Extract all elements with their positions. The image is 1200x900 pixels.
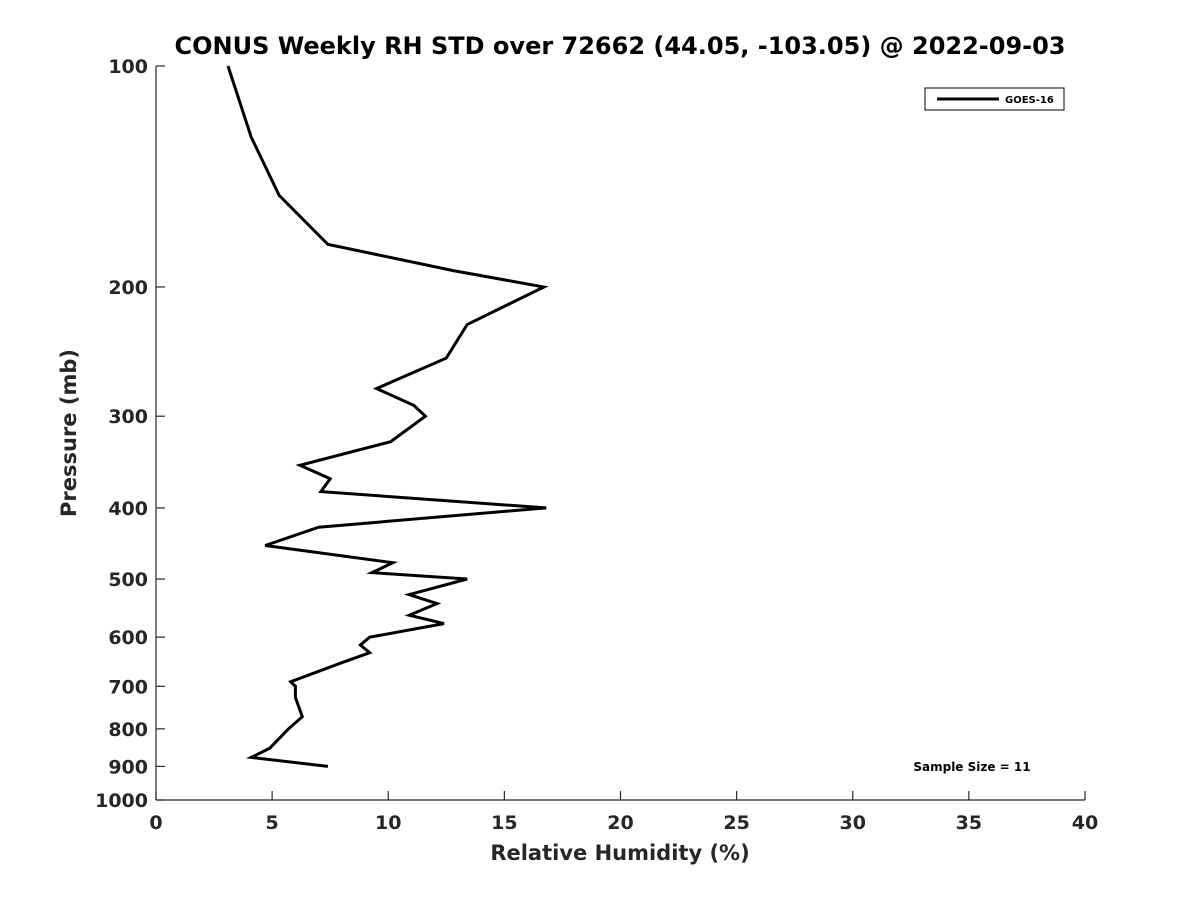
y-tick-label: 200 (108, 277, 148, 299)
legend-label: GOES-16 (1005, 95, 1054, 106)
series-line-goes-16 (226, 65, 549, 768)
chart-title: CONUS Weekly RH STD over 72662 (44.05, -… (174, 32, 1065, 60)
y-axis-label: Pressure (mb) (57, 349, 81, 517)
x-tick-label: 25 (723, 812, 749, 834)
x-tick-label: 0 (149, 812, 162, 834)
series-layer (226, 65, 549, 768)
sample-size-annotation: Sample Size = 11 (913, 760, 1030, 774)
x-tick-label: 35 (956, 812, 982, 834)
y-tick-label: 900 (108, 756, 148, 778)
y-tick-label: 700 (108, 676, 148, 698)
y-tick-label: 100 (108, 56, 148, 78)
y-tick-label: 800 (108, 719, 148, 741)
x-tick-label: 30 (840, 812, 866, 834)
y-tick-label: 500 (108, 569, 148, 591)
x-tick-label: 20 (607, 812, 633, 834)
y-tick-label: 600 (108, 627, 148, 649)
x-axis-label: Relative Humidity (%) (490, 841, 749, 865)
axes: 0 5 10 15 20 25 30 35 40 100 200 300 400 500 600 700 800… (95, 56, 1098, 834)
y-tick-label: 400 (108, 498, 148, 520)
y-tick-label: 1000 (95, 790, 148, 812)
x-tick-label: 40 (1072, 812, 1098, 834)
x-tick-label: 5 (266, 812, 279, 834)
legend: GOES-16 (924, 87, 1065, 111)
x-tick-label: 15 (491, 812, 517, 834)
x-tick-label: 10 (375, 812, 401, 834)
y-tick-label: 300 (108, 406, 148, 428)
